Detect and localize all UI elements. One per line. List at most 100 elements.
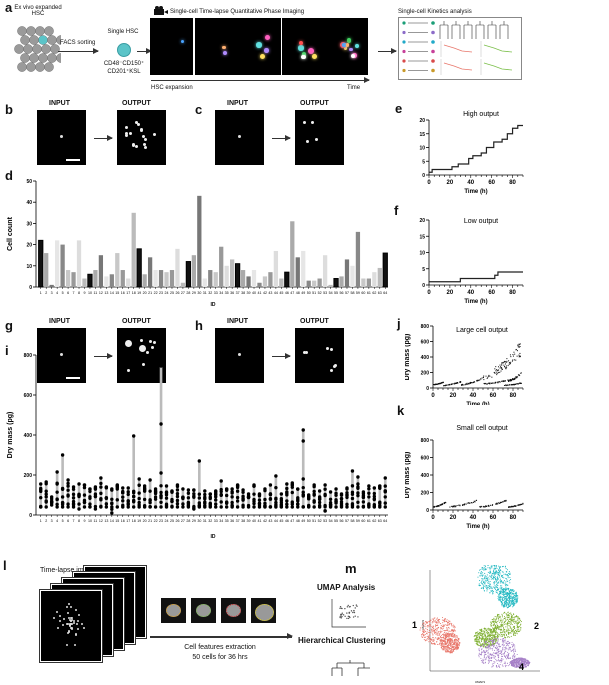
- umap-point: [476, 635, 478, 638]
- bar: [93, 270, 98, 287]
- umap-point: [516, 595, 519, 597]
- umap-point: [498, 594, 500, 596]
- umap-point: [505, 619, 507, 621]
- data-point: [513, 359, 515, 361]
- umap-point: [515, 593, 517, 595]
- umap-point: [505, 588, 507, 591]
- umap-point: [434, 619, 436, 621]
- data-point: [186, 488, 191, 492]
- bar: [333, 278, 339, 288]
- umap-point: [504, 596, 506, 598]
- umap-point: [496, 572, 498, 574]
- umap-point: [503, 623, 505, 625]
- x-tick-label: 14: [110, 519, 114, 523]
- x-axis-label: Time (h): [466, 402, 489, 405]
- umap-point: [489, 583, 492, 585]
- umap-point: [499, 634, 501, 636]
- data-point: [518, 354, 520, 356]
- arrow: [58, 48, 99, 54]
- umap-point: [517, 661, 519, 663]
- umap-point: [433, 632, 436, 634]
- data-point: [510, 506, 512, 508]
- x-tick-label: 58: [350, 519, 354, 523]
- umap-point: [496, 588, 498, 590]
- data-point: [345, 505, 349, 509]
- umap-point: [514, 627, 516, 629]
- umap-point: [497, 573, 499, 575]
- umap-point: [501, 660, 503, 662]
- umap-point: [503, 640, 505, 642]
- bar: [104, 276, 109, 287]
- lineage-tree: [451, 21, 461, 39]
- umap-point: [503, 606, 505, 608]
- data-point: [501, 367, 503, 369]
- range-bar: [362, 492, 365, 507]
- umap-point: [507, 656, 509, 658]
- umap-point: [484, 659, 486, 661]
- umap-point: [479, 654, 481, 656]
- data-point: [367, 484, 371, 488]
- cell-dot: [222, 50, 227, 55]
- umap-point: [431, 622, 433, 624]
- umap-point: [517, 623, 519, 625]
- umap-point: [512, 616, 514, 618]
- x-tick-label: 56: [340, 291, 344, 295]
- data-point: [66, 502, 70, 506]
- x-tick-label: 10: [88, 291, 92, 295]
- x-tick-label: 47: [290, 291, 294, 295]
- data-point: [164, 496, 169, 500]
- umap-point: [449, 641, 451, 643]
- data-point: [443, 385, 445, 387]
- umap-point: [447, 634, 449, 636]
- bar: [284, 271, 290, 288]
- umap-axes: [429, 570, 540, 672]
- umap-point: [496, 586, 498, 588]
- data-point: [505, 500, 507, 502]
- data-point: [159, 471, 163, 475]
- umap-point: [482, 587, 484, 589]
- data-point: [367, 491, 371, 495]
- data-point: [448, 384, 450, 386]
- x-tick-label: 25: [170, 519, 174, 523]
- umap-point: [492, 620, 494, 622]
- umap-point: [500, 619, 502, 621]
- umap-point: [517, 617, 519, 620]
- mini-point: [349, 605, 351, 608]
- umap-point: [449, 643, 451, 645]
- umap-point: [483, 657, 485, 659]
- umap-point: [515, 602, 517, 604]
- x-tick-label: 38: [241, 291, 245, 295]
- mini-point: [346, 606, 349, 608]
- umap-point: [495, 652, 498, 655]
- data-point: [317, 497, 322, 501]
- umap-point: [515, 591, 517, 593]
- umap-point: [502, 658, 504, 660]
- data-point: [246, 503, 251, 508]
- umap-point: [450, 630, 452, 632]
- umap-point: [480, 652, 483, 654]
- x-tick-label: 60: [488, 180, 495, 186]
- chart-title: Small cell output: [456, 425, 507, 432]
- umap-point: [517, 621, 519, 624]
- hsc-cell: [29, 35, 39, 45]
- umap-point: [499, 663, 501, 666]
- x-tick-label: 46: [285, 291, 289, 295]
- umap-point: [435, 633, 437, 635]
- umap-point: [494, 655, 496, 657]
- x-tick-label: 16: [121, 519, 125, 523]
- umap-point: [483, 656, 485, 658]
- data-point: [235, 505, 240, 509]
- umap-point: [427, 635, 429, 637]
- umap-point: [510, 612, 512, 614]
- data-point: [268, 505, 273, 509]
- x-tick-label: 60: [488, 290, 495, 296]
- umap-point: [446, 634, 448, 636]
- x-tick-label: 33: [214, 519, 218, 523]
- bar: [49, 284, 54, 287]
- data-point: [110, 501, 114, 505]
- umap-point: [499, 622, 501, 624]
- umap-point: [433, 630, 436, 632]
- umap-point: [445, 620, 447, 623]
- umap-point: [527, 659, 529, 661]
- range-bar: [143, 486, 146, 507]
